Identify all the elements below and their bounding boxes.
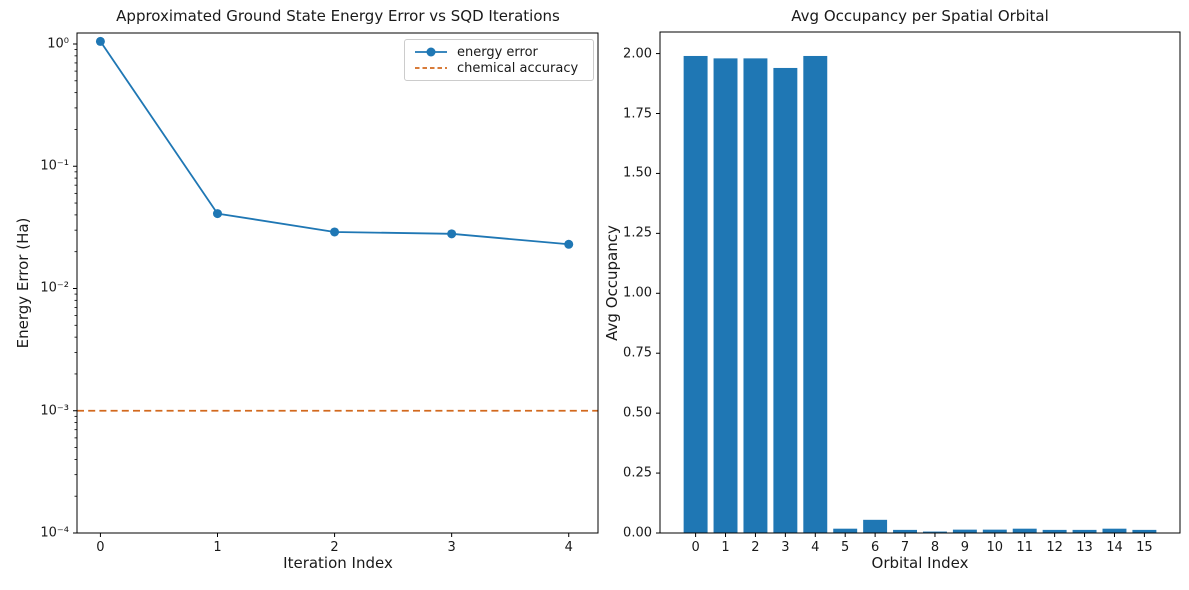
legend: energy error chemical accuracy — [404, 39, 594, 81]
left-y-tick-label: 10⁻¹ — [40, 158, 69, 174]
right-x-tick-label: 12 — [1046, 540, 1063, 555]
left-xaxis-label: Iteration Index — [283, 554, 393, 572]
right-x-tick-label: 1 — [721, 540, 730, 555]
left-x-tick-label: 1 — [213, 540, 222, 555]
left-x-tick-label: 2 — [330, 540, 339, 555]
right-y-tick-label: 1.75 — [623, 106, 652, 121]
left-y-tick-label: 10⁰ — [47, 36, 69, 52]
right-x-tick-label: 7 — [900, 540, 910, 555]
right-y-tick-label: 0.25 — [623, 465, 652, 481]
right-x-tick-label: 11 — [1016, 540, 1033, 555]
right-y-tick-label: 1.25 — [623, 225, 652, 241]
left-yaxis-label: Energy Error (Ha) — [14, 217, 32, 349]
left-y-tick-label: 10⁻² — [40, 280, 69, 296]
right-y-tick-label: 0.50 — [623, 405, 652, 421]
legend-row-energy-error: energy error — [414, 44, 585, 60]
right-x-tick-label: 6 — [870, 540, 880, 555]
left-chart-title: Approximated Ground State Energy Error v… — [116, 7, 560, 25]
left-x-tick-label: 0 — [96, 540, 105, 555]
right-x-tick-label: 9 — [960, 540, 970, 555]
right-x-tick-label: 8 — [930, 540, 940, 555]
left-y-tick-label: 10⁻³ — [40, 403, 69, 419]
right-y-tick-label: 1.50 — [623, 165, 652, 181]
legend-label-chemical-accuracy: chemical accuracy — [457, 60, 579, 76]
right-y-tick-label: 0.00 — [623, 525, 652, 541]
right-x-tick-label: 5 — [841, 540, 850, 555]
right-x-tick-label: 10 — [986, 540, 1004, 555]
chemical-accuracy-dash-sample-icon — [415, 67, 447, 69]
right-y-tick-label: 0.75 — [623, 345, 652, 361]
right-x-tick-label: 13 — [1076, 540, 1093, 555]
legend-row-chemical-accuracy: chemical accuracy — [414, 60, 585, 76]
left-x-tick-label: 3 — [447, 540, 456, 555]
right-x-tick-label: 15 — [1136, 540, 1153, 555]
right-x-tick-label: 3 — [781, 540, 790, 555]
right-chart-title: Avg Occupancy per Spatial Orbital — [791, 7, 1049, 25]
energy-error-line-sample-icon — [415, 47, 447, 57]
right-x-tick-label: 2 — [751, 540, 760, 555]
left-x-tick-label: 4 — [564, 540, 573, 555]
left-y-tick-label: 10⁻⁴ — [40, 525, 69, 541]
right-x-tick-label: 0 — [691, 540, 700, 555]
right-x-tick-label: 4 — [811, 540, 820, 555]
right-yaxis-label: Avg Occupancy — [603, 225, 621, 341]
legend-label-energy-error: energy error — [457, 44, 538, 60]
right-y-tick-label: 1.00 — [623, 285, 652, 301]
right-y-tick-label: 2.00 — [623, 46, 652, 62]
right-x-tick-label: 14 — [1106, 540, 1123, 555]
right-xaxis-label: Orbital Index — [871, 554, 969, 572]
